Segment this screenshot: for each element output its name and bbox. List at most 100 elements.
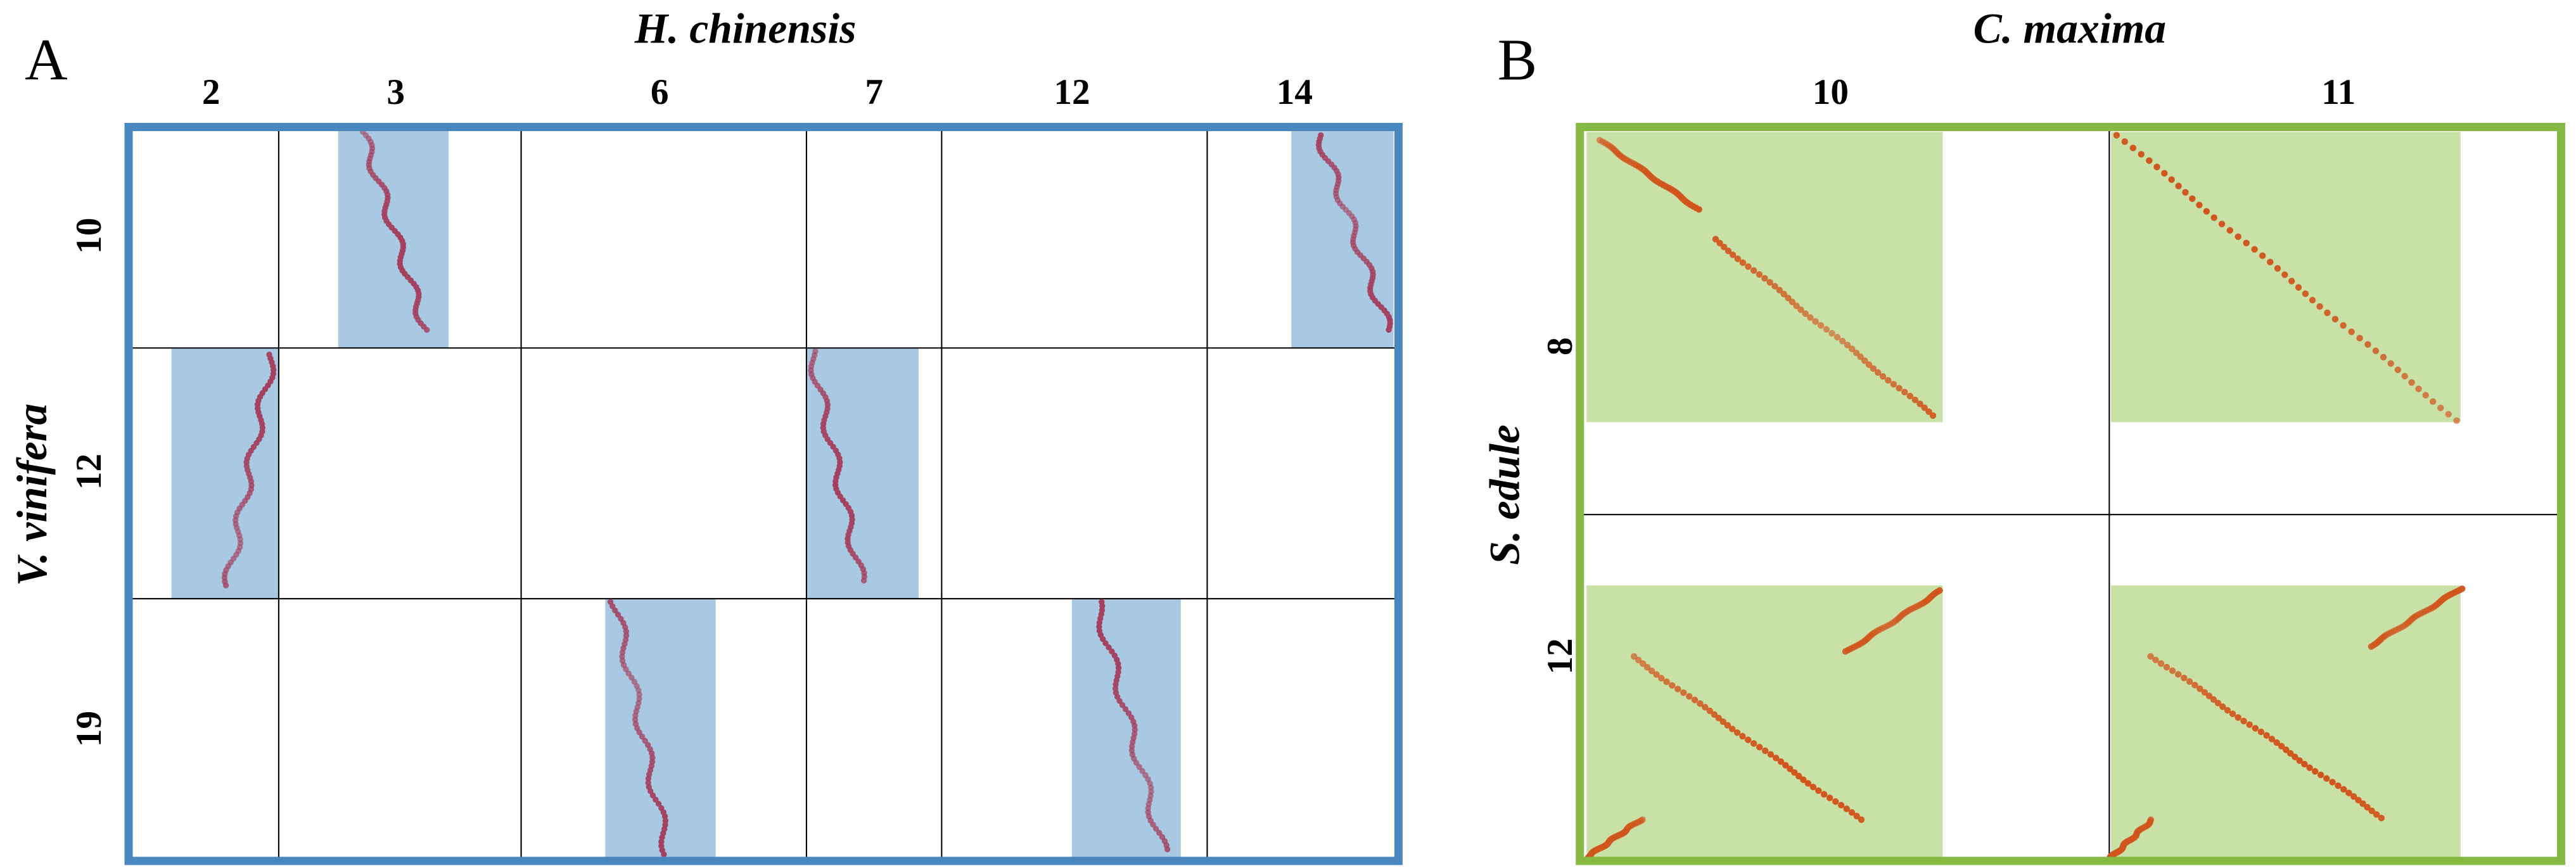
dot xyxy=(645,775,652,782)
dot xyxy=(1156,829,1163,836)
block xyxy=(1071,598,1181,861)
dot xyxy=(1837,801,1845,809)
y-title: V. vinifera xyxy=(8,404,56,586)
grid xyxy=(1579,127,2561,861)
dot xyxy=(1139,768,1145,774)
dot xyxy=(636,691,642,698)
dot xyxy=(1750,267,1757,274)
dot xyxy=(1133,760,1140,766)
dot xyxy=(2146,157,2153,164)
dot xyxy=(1739,259,1747,266)
row-label: 12 xyxy=(69,454,109,490)
dot xyxy=(2229,710,2236,717)
block xyxy=(806,348,919,599)
dot xyxy=(2380,354,2387,361)
dot xyxy=(1776,286,1783,294)
row-label: 12 xyxy=(1540,638,1580,674)
dot xyxy=(2415,385,2422,392)
dot xyxy=(1785,295,1792,302)
dot xyxy=(2408,379,2415,386)
dot xyxy=(2302,290,2309,297)
dot xyxy=(1745,263,1752,270)
dot xyxy=(615,611,622,618)
frame xyxy=(1576,122,2566,865)
dot xyxy=(2189,195,2196,202)
dot xyxy=(1870,365,1877,372)
dot xyxy=(1780,290,1787,298)
dot xyxy=(1729,251,1737,258)
dot xyxy=(860,577,867,584)
col-label: 6 xyxy=(651,72,669,112)
dot xyxy=(2364,803,2371,811)
dot xyxy=(1795,772,1802,780)
dot xyxy=(2138,151,2145,158)
dot xyxy=(1828,329,1835,337)
dot xyxy=(1826,795,1833,801)
dot xyxy=(2359,800,2366,807)
block xyxy=(171,348,279,599)
dot xyxy=(2356,335,2363,341)
dot xyxy=(1766,279,1773,286)
dot xyxy=(2453,417,2460,424)
dot xyxy=(2311,768,2319,775)
dot xyxy=(1807,314,1814,321)
panel-a: A H. chinensis 2 3 6 7 12 14 V. vinifera… xyxy=(8,5,1403,865)
dot xyxy=(661,851,667,858)
dot xyxy=(1734,255,1742,262)
dot xyxy=(1695,206,1702,213)
dot xyxy=(1791,769,1798,776)
dot xyxy=(1848,809,1856,816)
dot xyxy=(1844,341,1851,348)
dot xyxy=(2274,265,2281,272)
dot xyxy=(1724,722,1731,729)
dot xyxy=(1906,392,1913,400)
dot xyxy=(1122,706,1129,713)
row-label: 19 xyxy=(69,711,109,747)
dot xyxy=(1719,718,1726,725)
dot xyxy=(1916,400,1923,407)
dot xyxy=(1815,787,1822,795)
dot xyxy=(2335,782,2342,789)
dot xyxy=(1739,732,1746,740)
dot xyxy=(2152,656,2159,663)
dot xyxy=(2197,685,2203,692)
dot xyxy=(2147,653,2154,660)
dot xyxy=(1767,751,1775,758)
dot xyxy=(2259,252,2266,259)
dot xyxy=(1674,686,1681,692)
dot xyxy=(1885,377,1892,384)
row-label: 10 xyxy=(69,218,109,254)
dot xyxy=(628,674,635,681)
col-label: 12 xyxy=(1054,72,1090,112)
dot xyxy=(1756,271,1763,278)
dot xyxy=(1697,700,1704,707)
dot xyxy=(1800,776,1807,783)
dot xyxy=(1653,671,1660,678)
dot xyxy=(2364,341,2371,348)
dot xyxy=(2205,692,2213,699)
dot xyxy=(1849,345,1856,352)
dot xyxy=(2246,721,2253,728)
dot xyxy=(2306,764,2313,771)
block xyxy=(1291,127,1394,348)
dot xyxy=(1852,349,1860,357)
dot xyxy=(2296,757,2303,764)
dot xyxy=(1715,715,1722,722)
col-label: 10 xyxy=(1813,72,1849,112)
dot xyxy=(2263,732,2270,739)
block xyxy=(2110,585,2461,858)
dot xyxy=(2113,132,2120,139)
panel-label: A xyxy=(25,27,68,93)
dot xyxy=(1733,729,1741,736)
dot xyxy=(1879,373,1887,380)
col-label: 3 xyxy=(386,72,405,112)
dot xyxy=(639,733,646,740)
dot xyxy=(1832,798,1839,805)
col-label: 11 xyxy=(2321,72,2356,112)
dot xyxy=(1925,408,1932,415)
dot xyxy=(2169,667,2176,674)
dot xyxy=(1858,816,1865,823)
grid xyxy=(129,127,1399,861)
dot xyxy=(2251,246,2258,253)
